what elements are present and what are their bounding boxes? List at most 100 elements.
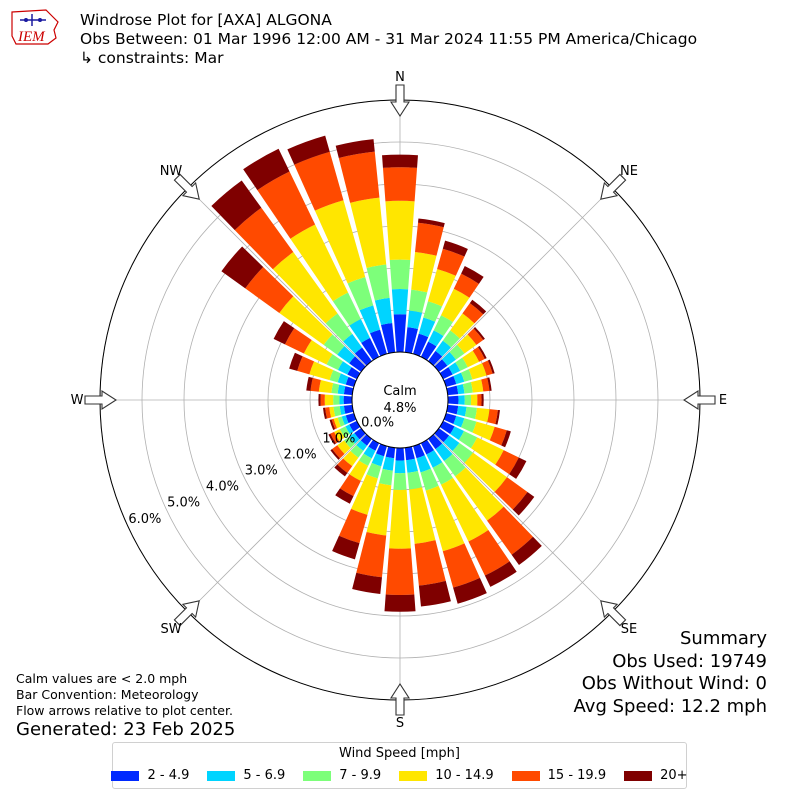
windrose-bar-segment: [257, 171, 316, 239]
windrose-bar-segment: [477, 345, 487, 360]
radial-tick-label: 2.0%: [284, 448, 317, 463]
legend: Wind Speed [mph] 2 - 4.9 5 - 6.9 7 - 9.9 10…: [111, 742, 688, 789]
windrose-bar-segment: [385, 446, 396, 459]
windrose-bar-segment: [462, 303, 484, 324]
windrose-bar-segment: [469, 299, 487, 315]
windrose-bar-segment: [349, 356, 366, 372]
windrose-bar-segment: [297, 356, 315, 375]
windrose-bar-segment: [338, 151, 380, 203]
radial-tick-label: 3.0%: [245, 464, 278, 479]
windrose-bar-segment: [487, 506, 534, 555]
windrose-bar-segment: [347, 277, 374, 311]
summary-box: Summary Obs Used: 19749 Obs Without Wind…: [574, 628, 767, 718]
windrose-bar-segment: [349, 460, 369, 482]
legend-swatch: [399, 770, 428, 781]
compass-label-ne: NE: [620, 164, 638, 179]
obs-without-wind: Obs Without Wind: 0: [581, 673, 767, 694]
windrose-bar-segment: [325, 407, 332, 419]
windrose-bar-segment: [440, 288, 470, 323]
windrose-bar-segment: [320, 394, 325, 406]
windrose-bar-segment: [345, 376, 357, 387]
windrose-bar-segment: [420, 468, 439, 491]
flow-arrow-icon: [682, 389, 716, 411]
windrose-bar-segment: [415, 222, 444, 256]
windrose-bar-segment: [481, 393, 484, 407]
windrose-bar-segment: [461, 418, 477, 433]
windrose-bar-segment: [343, 404, 354, 414]
compass-label-w: W: [71, 393, 84, 408]
calm-title: Calm: [383, 384, 416, 399]
windrose-bar-segment: [501, 430, 511, 448]
windrose-bar-segment: [453, 577, 487, 604]
windrose-bar-segment: [443, 413, 457, 424]
windrose-bar-segment: [473, 327, 485, 340]
windrose-bar-segment: [366, 264, 390, 301]
windrose-bar-segment: [472, 347, 485, 362]
compass-label-nw: NW: [160, 164, 183, 179]
windrose-bar-segment: [318, 394, 321, 406]
calm-circle: [351, 351, 449, 449]
windrose-bar-segment: [211, 180, 262, 231]
windrose-bar-segment: [394, 460, 406, 474]
windrose-bar-segment: [411, 251, 437, 293]
windrose-bar-segment: [349, 318, 370, 343]
windrose-bar-segment: [393, 473, 407, 491]
windrose-bar-segment: [455, 467, 504, 521]
windrose-bar-segment: [447, 395, 459, 405]
calm-note: Calm values are < 2.0 mph: [16, 671, 188, 686]
windrose-bar-segment: [449, 344, 465, 360]
radial-tick-label: 4.0%: [206, 480, 239, 495]
windrose-bar-segment: [413, 333, 429, 357]
windrose-bar-segment: [442, 240, 468, 257]
windrose-bar-segment: [366, 462, 382, 479]
chart-title: Windrose Plot for [AXA] ALGONA: [80, 11, 332, 29]
notes: Calm values are < 2.0 mph Bar Convention…: [16, 671, 233, 719]
windrose-bar-segment: [425, 485, 465, 552]
windrose-bar-segment: [439, 367, 453, 380]
windrose-bar-segment: [323, 334, 345, 355]
windrose-bar-segment: [418, 317, 436, 338]
windrose-bar-segment: [382, 154, 418, 168]
legend-label: 2 - 4.9: [147, 768, 190, 783]
windrose-bar-segment: [334, 429, 345, 442]
windrose-bar-segment: [384, 594, 416, 612]
windrose-bar-segment: [337, 346, 356, 364]
flow-arrow-icon: [173, 173, 200, 200]
windrose-bar-segment: [361, 337, 380, 361]
radial-tick-label: 1.0%: [322, 431, 355, 446]
legend-item: 5 - 6.9: [207, 768, 285, 783]
windrose-bar-segment: [371, 453, 385, 467]
windrose-bar-segment: [420, 439, 435, 455]
obs-between: Obs Between: 01 Mar 1996 12:00 AM - 31 M…: [80, 30, 698, 48]
windrose-bar-segment: [432, 462, 453, 485]
windrose-bars: [211, 135, 542, 612]
windrose-bar-segment: [294, 151, 344, 211]
windrose-bar-segment: [347, 367, 361, 380]
windrose-bar-segment: [464, 394, 472, 406]
windrose-bar-segment: [334, 464, 348, 477]
windrose-bar-segment: [343, 333, 363, 354]
windrose-bar-segment: [427, 268, 456, 307]
legend-swatch: [111, 770, 140, 781]
windrose-bar-segment: [389, 259, 411, 290]
legend-item: 2 - 4.9: [111, 768, 189, 783]
legend-label: 15 - 19.9: [547, 768, 607, 783]
windrose-bar-segment: [481, 377, 490, 392]
windrose-bar-segment: [290, 224, 349, 302]
windrose-bar-segment: [489, 426, 507, 446]
legend-item: 20+: [624, 768, 688, 783]
windrose-bar-segment: [391, 289, 409, 315]
windrose-bar-segment: [452, 442, 473, 463]
windrose-bar-segment: [462, 350, 480, 368]
windrose-bar-segment: [453, 372, 465, 385]
constraints: ↳ constraints: Mar: [80, 49, 224, 67]
windrose-bar-segment: [442, 330, 460, 348]
legend-swatch: [303, 770, 332, 781]
windrose-bar-segment: [407, 470, 423, 490]
compass-label-sw: SW: [160, 622, 181, 637]
windrose-bar-segment: [318, 379, 334, 394]
windrose-bar-segment: [435, 443, 453, 462]
windrose-bar-segment: [404, 327, 418, 354]
windrose-bar-segment: [385, 548, 415, 595]
svg-text:IEM: IEM: [17, 29, 46, 45]
